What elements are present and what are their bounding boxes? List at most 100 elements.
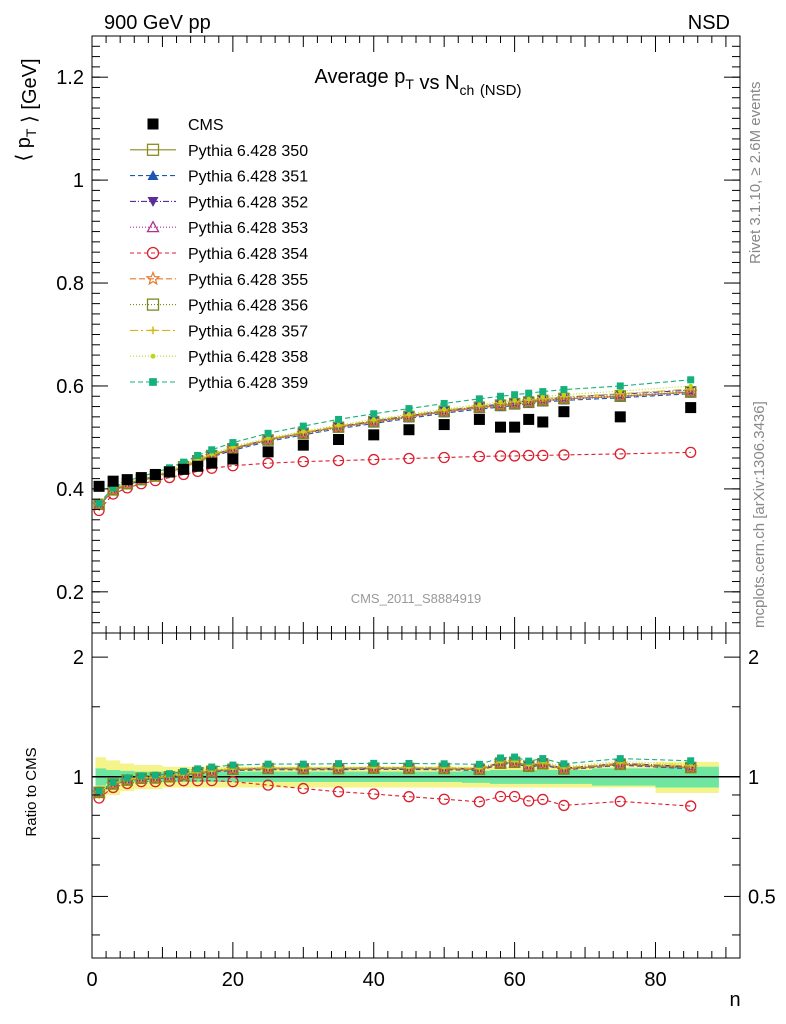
series-line-pythia-6-428-358 [98,385,691,505]
data-point [95,499,103,507]
data-point [473,450,486,463]
series-cms [93,402,697,492]
legend-label: Pythia 6.428 350 [188,143,308,160]
data-point [438,419,450,431]
series-pythia-6-428-352 [94,386,696,510]
data-point [688,383,693,389]
series-line-pythia-6-428-355 [98,391,691,506]
data-point [297,455,309,468]
legend-entry-pythia-6-428-352: Pythia 6.428 352 [130,194,308,211]
data-point [264,429,272,437]
legend-marker [149,326,157,335]
legend: CMS Pythia 6.428 350 Pythia 6.428 351 Pythi… [130,117,308,392]
ratio-point [539,755,547,763]
series-line-pythia-6-428-352 [98,389,691,505]
ratio-point [475,760,483,768]
legend-entry-cms: CMS [147,117,224,134]
legend-marker [147,197,159,207]
legend-marker [150,353,156,359]
series-line-pythia-6-428-353 [98,392,691,506]
ratio-point [93,786,105,798]
legend-entry-pythia-6-428-355: Pythia 6.428 355 [130,270,308,289]
data-point [614,448,626,460]
ratio-point [137,772,145,780]
ratio-point [405,759,413,767]
y-tick-label: 2 [73,647,84,669]
data-point [475,395,483,403]
series-pythia-6-428-357 [95,385,695,508]
ratio-point [165,770,173,778]
ratio-point [525,757,533,765]
data-point [537,416,549,428]
ratio-point [206,774,218,787]
legend-entry-pythia-6-428-359: Pythia 6.428 359 [130,375,308,392]
data-point [208,446,216,454]
data-point [558,406,570,418]
data-point [526,396,531,402]
ratio-point [558,799,570,812]
data-point [192,460,204,472]
data-point [371,417,376,422]
data-point [618,388,623,394]
data-point [558,449,570,461]
ratio-point [616,755,624,763]
x-tick-label: 0 [86,969,97,991]
data-point [227,453,239,465]
y-tick-label: 0.5 [56,886,84,908]
ratio-point [438,793,450,805]
ratio-line-pythia-6-428-356 [98,761,691,793]
data-point [497,392,505,400]
legend-entry-pythia-6-428-350: Pythia 6.428 350 [130,143,308,160]
data-point [401,409,416,423]
legend-entry-pythia-6-428-358: Pythia 6.428 358 [130,349,308,366]
ratio-point [537,793,549,806]
data-point [405,405,413,413]
ratio-point [508,790,521,803]
header-left-text: 900 GeV pp [104,12,211,34]
data-point [368,453,380,466]
ratio-point [497,754,505,762]
data-point [523,449,535,462]
data-point [406,412,412,417]
data-point [685,446,697,459]
y-tick-label: 0.4 [56,479,84,501]
data-point [441,406,447,412]
ylabel-subscript: T [23,128,39,137]
y-tick-label-right: 0.5 [748,886,776,908]
ratio-y-axis-label: Ratio to CMS [23,747,40,836]
ratio-point [227,776,239,788]
data-point [561,392,567,397]
data-point [614,411,626,423]
legend-entry-pythia-6-428-357: Pythia 6.428 357 [130,323,308,340]
data-point [498,399,503,405]
data-point [539,388,547,396]
series-pythia-6-428-358 [96,383,693,507]
legend-marker [146,220,160,233]
data-point [438,451,450,464]
data-point [262,446,274,458]
analysis-id-annotation: CMS_2011_S8884919 [351,591,482,606]
x-tick-label: 40 [363,969,385,991]
data-point [493,398,508,412]
data-point [523,413,535,425]
y-tick-label-right: 1 [748,767,759,789]
ratio-point [123,774,131,782]
legend-label: Pythia 6.428 353 [188,220,308,237]
ratio-point [262,779,274,791]
legend-entry-pythia-6-428-353: Pythia 6.428 353 [130,220,308,237]
ratio-point [523,795,535,807]
series-line-pythia-6-428-354 [98,451,691,511]
legend-marker [146,246,160,260]
ratio-point [687,757,695,765]
y-axis-label: ⟨ pT ⟩ [GeV] [13,58,41,161]
data-point [540,394,546,400]
legend-entry-pythia-6-428-354: Pythia 6.428 354 [130,246,308,263]
data-point [299,422,307,430]
data-point [333,433,345,445]
data-point [494,450,507,462]
ratio-series-pythia-6-428-359 [95,753,695,795]
data-point [683,384,698,399]
ratio-point [190,765,205,780]
ratio-point [685,800,697,812]
series-pythia-6-428-355 [92,384,698,511]
